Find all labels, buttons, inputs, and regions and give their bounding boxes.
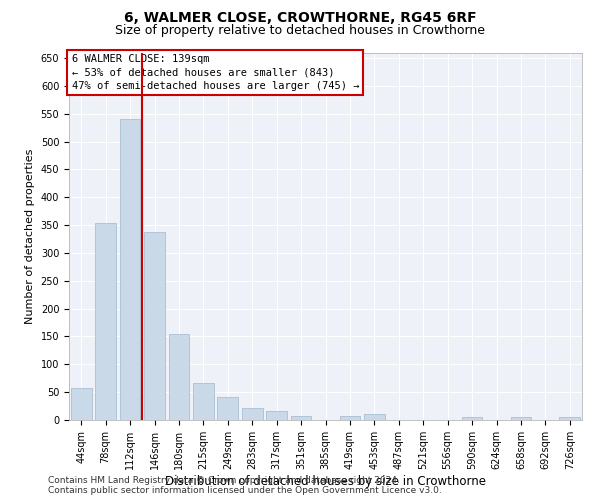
X-axis label: Distribution of detached houses by size in Crowthorne: Distribution of detached houses by size … <box>165 474 486 488</box>
Y-axis label: Number of detached properties: Number of detached properties <box>25 148 35 324</box>
Bar <box>169 334 190 420</box>
Bar <box>193 382 214 420</box>
Bar <box>217 397 238 420</box>
Bar <box>71 388 92 420</box>
Bar <box>340 416 361 420</box>
Bar <box>266 410 287 420</box>
Text: 6 WALMER CLOSE: 139sqm
← 53% of detached houses are smaller (843)
47% of semi-de: 6 WALMER CLOSE: 139sqm ← 53% of detached… <box>71 54 359 90</box>
Bar <box>511 417 532 420</box>
Bar <box>559 417 580 420</box>
Bar <box>242 408 263 420</box>
Text: 6, WALMER CLOSE, CROWTHORNE, RG45 6RF: 6, WALMER CLOSE, CROWTHORNE, RG45 6RF <box>124 11 476 25</box>
Bar <box>364 414 385 420</box>
Bar <box>119 120 140 420</box>
Bar <box>290 416 311 420</box>
Text: Size of property relative to detached houses in Crowthorne: Size of property relative to detached ho… <box>115 24 485 37</box>
Bar <box>144 232 165 420</box>
Bar <box>95 224 116 420</box>
Text: Contains HM Land Registry data © Crown copyright and database right 2024.
Contai: Contains HM Land Registry data © Crown c… <box>48 476 442 495</box>
Bar <box>461 417 482 420</box>
